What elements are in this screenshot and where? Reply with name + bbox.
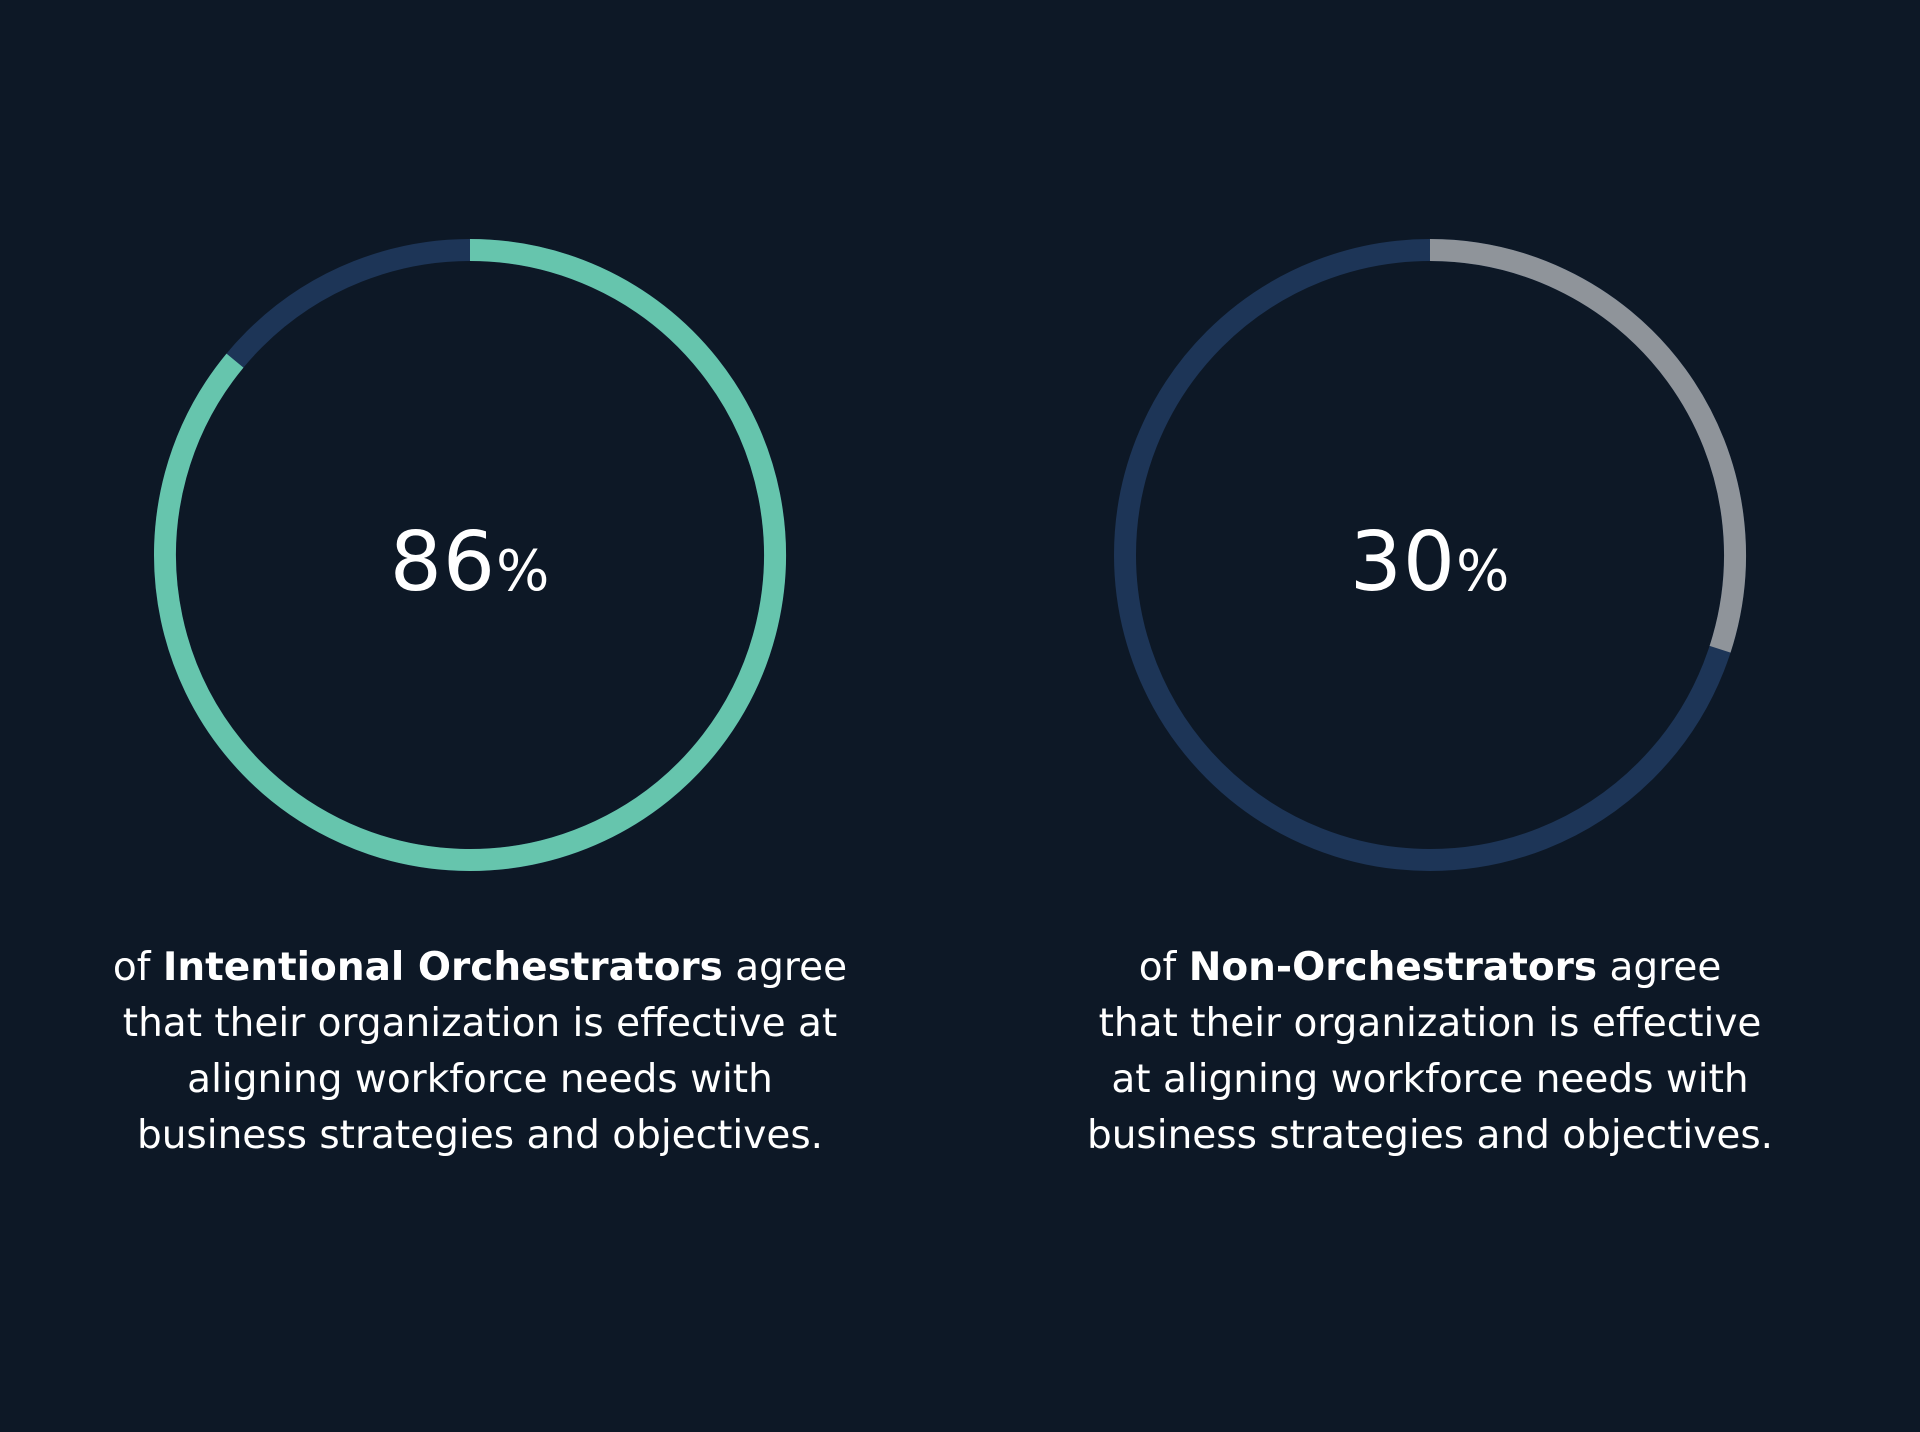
caption-right-line1: of Non-Orchestrators agree [1138,945,1722,990]
caption-right-line4: business strategies and objectives. [1086,1113,1774,1158]
percentage-unit-right: % [1456,539,1511,604]
caption-left-line1: of Intentional Orchestrators agree [112,945,848,990]
percentage-number-right: 30 [1349,515,1457,610]
chart-panel-non-orchestrators: 30% of Non-Orchestrators agree that thei… [960,0,1920,1432]
chart-panel-intentional-orchestrators: 86% of Intentional Orchestrators agree t… [0,239,960,1164]
caption-left: of Intentional Orchestrators agree that … [0,940,960,1164]
percentage-label-right: 30% [950,515,1910,610]
percentage-number-left: 86 [389,515,497,610]
donut-chart-right [1114,239,1746,871]
caption-left-line3: aligning workforce needs with [187,1057,773,1102]
caption-left-line2: that their organization is effective at [122,1001,838,1046]
caption-right-line2: that their organization is effective [1098,1001,1762,1046]
donut-arc-left [154,239,786,871]
caption-right: of Non-Orchestrators agree that their or… [960,940,1900,1164]
donut-arc-right [1429,239,1746,653]
percentage-unit-left: % [496,539,551,604]
percentage-label-left: 86% [0,515,950,610]
donut-chart-left [154,239,786,871]
caption-left-line4: business strategies and objectives. [136,1113,824,1158]
caption-right-line3: at aligning workforce needs with [1111,1057,1749,1102]
